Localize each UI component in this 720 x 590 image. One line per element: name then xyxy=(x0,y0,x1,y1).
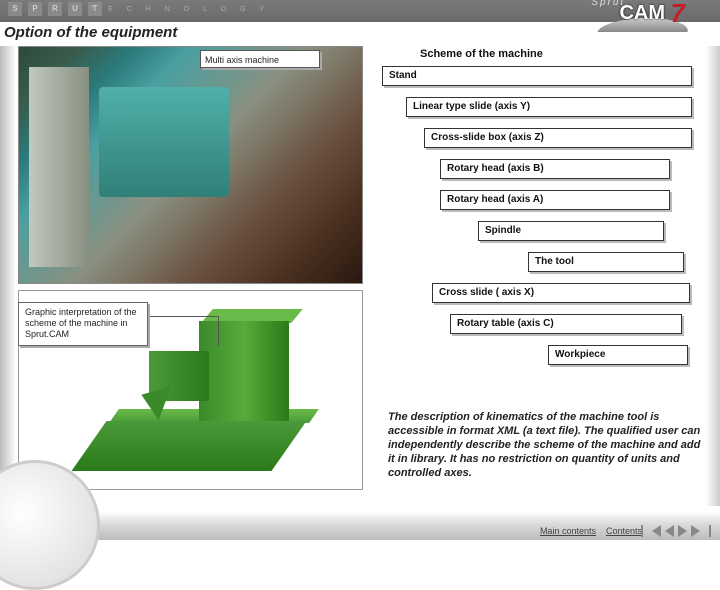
description-text: The description of kinematics of the mac… xyxy=(388,410,706,480)
scheme-node-slide-x: Cross slide ( axis X) xyxy=(432,283,690,303)
scheme-title: Scheme of the machine xyxy=(420,48,543,60)
brand-letter: S xyxy=(8,2,22,16)
nav-first-icon[interactable] xyxy=(652,525,661,537)
scheme-node-slide-z: Cross-slide box (axis Z) xyxy=(424,128,692,148)
scheme-tree: Stand Linear type slide (axis Y) Cross-s… xyxy=(382,66,706,376)
side-gradient-left xyxy=(0,46,16,506)
scheme-node-rotary-c: Rotary table (axis C) xyxy=(450,314,682,334)
nav-last-icon[interactable] xyxy=(691,525,700,537)
scheme-node-spindle: Spindle xyxy=(478,221,664,241)
brand-letter: P xyxy=(28,2,42,16)
leader-line xyxy=(148,316,218,317)
brand-letter: U xyxy=(68,2,82,16)
nav-bar: Main contents Contents xyxy=(540,525,700,537)
logo-cam: CAM xyxy=(619,2,665,25)
graphic-label: Graphic interpretation of the scheme of … xyxy=(18,302,148,346)
nav-prev-icon[interactable] xyxy=(665,525,674,537)
brand-tech: T E C H N O L O G Y xyxy=(90,6,270,13)
machine-photo xyxy=(18,46,363,284)
nav-main-contents[interactable]: Main contents xyxy=(540,526,596,536)
scheme-node-rotary-a: Rotary head (axis A) xyxy=(440,190,670,210)
scheme-node-rotary-b: Rotary head (axis B) xyxy=(440,159,670,179)
render-base xyxy=(71,421,306,471)
scheme-node-stand: Stand xyxy=(382,66,692,86)
nav-icons xyxy=(652,525,700,537)
scheme-node-slide-y: Linear type slide (axis Y) xyxy=(406,97,692,117)
photo-label: Multi axis machine xyxy=(200,50,320,68)
nav-next-icon[interactable] xyxy=(678,525,687,537)
page-title: Option of the equipment xyxy=(4,24,177,41)
logo: Sprut. CAM 7 xyxy=(540,0,690,38)
render-column xyxy=(199,321,289,421)
brand-letter: R xyxy=(48,2,62,16)
scheme-node-tool: The tool xyxy=(528,252,684,272)
brand-squares: S P R U T xyxy=(8,2,102,16)
side-gradient-right xyxy=(706,46,720,506)
nav-contents[interactable]: Contents xyxy=(606,526,642,536)
logo-seven: 7 xyxy=(671,0,685,29)
scheme-node-workpiece: Workpiece xyxy=(548,345,688,365)
